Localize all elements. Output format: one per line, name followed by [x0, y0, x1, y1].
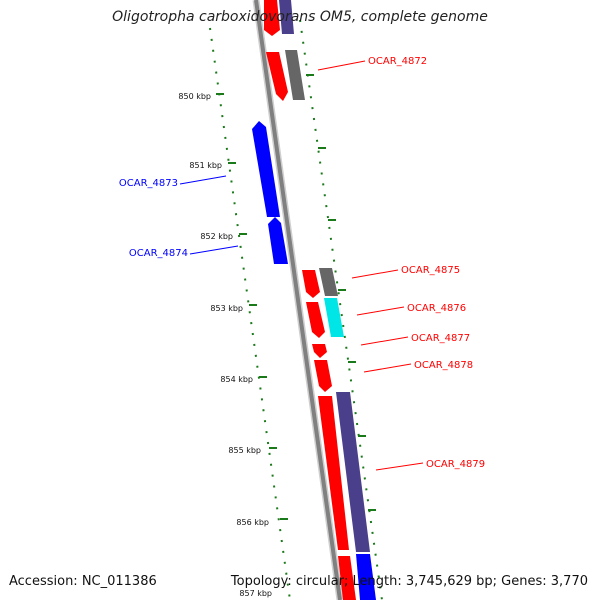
- map-title: Oligotropha carboxidovorans OM5, complet…: [112, 9, 488, 25]
- genome-summary-text: Topology: circular; Length: 3,745,629 bp…: [230, 574, 588, 589]
- leader-lines: [179, 60, 424, 471]
- tick-label-853: 853 kbp: [210, 304, 243, 313]
- genome-backbone: [254, 0, 342, 600]
- gene-ocar-4873[interactable]: [252, 121, 280, 217]
- right-ring-ticks: [306, 74, 376, 511]
- gene-label-ocar-4873[interactable]: OCAR_4873: [119, 178, 178, 189]
- tick-label-851: 851 kbp: [189, 161, 222, 170]
- gene-feature-top-red: [264, 0, 280, 36]
- gene-label-ocar-4876[interactable]: OCAR_4876: [407, 303, 466, 314]
- gene-ocar-4874[interactable]: [268, 217, 288, 264]
- gene-label-ocar-4875[interactable]: OCAR_4875: [401, 265, 460, 276]
- gene-ocar-4879[interactable]: [318, 396, 349, 550]
- gene-ocar-4877[interactable]: [312, 344, 327, 358]
- gene-ocar-4872[interactable]: [266, 52, 288, 101]
- tick-label-852: 852 kbp: [200, 232, 233, 241]
- kbp-ticks: [216, 93, 288, 520]
- gene-purple-long[interactable]: [336, 392, 370, 552]
- tick-label-850: 850 kbp: [178, 92, 211, 101]
- tick-label-855: 855 kbp: [228, 446, 261, 455]
- gene-label-ocar-4872[interactable]: OCAR_4872: [368, 56, 427, 67]
- gene-label-ocar-4879[interactable]: OCAR_4879: [426, 459, 485, 470]
- left-dotted-ring: [209, 27, 291, 600]
- gene-label-ocar-4874[interactable]: OCAR_4874: [129, 248, 188, 259]
- gene-feature-top-purple: [279, 0, 294, 34]
- gene-cyan[interactable]: [324, 298, 344, 337]
- gene-label-ocar-4877[interactable]: OCAR_4877: [411, 333, 470, 344]
- tick-label-857: 857 kbp: [239, 589, 272, 598]
- tick-label-856: 856 kbp: [236, 518, 269, 527]
- gene-gray-2[interactable]: [319, 268, 338, 296]
- gene-bottom-red[interactable]: [338, 556, 356, 600]
- gene-ocar-4875[interactable]: [302, 270, 320, 298]
- gene-ocar-4878[interactable]: [314, 360, 332, 392]
- tick-label-854: 854 kbp: [220, 375, 253, 384]
- gene-label-ocar-4878[interactable]: OCAR_4878: [414, 360, 473, 371]
- gene-ocar-4876[interactable]: [306, 302, 325, 338]
- gene-gray-1[interactable]: [285, 50, 305, 100]
- gene-bottom-blue[interactable]: [356, 554, 376, 600]
- accession-text: Accession: NC_011386: [9, 574, 157, 589]
